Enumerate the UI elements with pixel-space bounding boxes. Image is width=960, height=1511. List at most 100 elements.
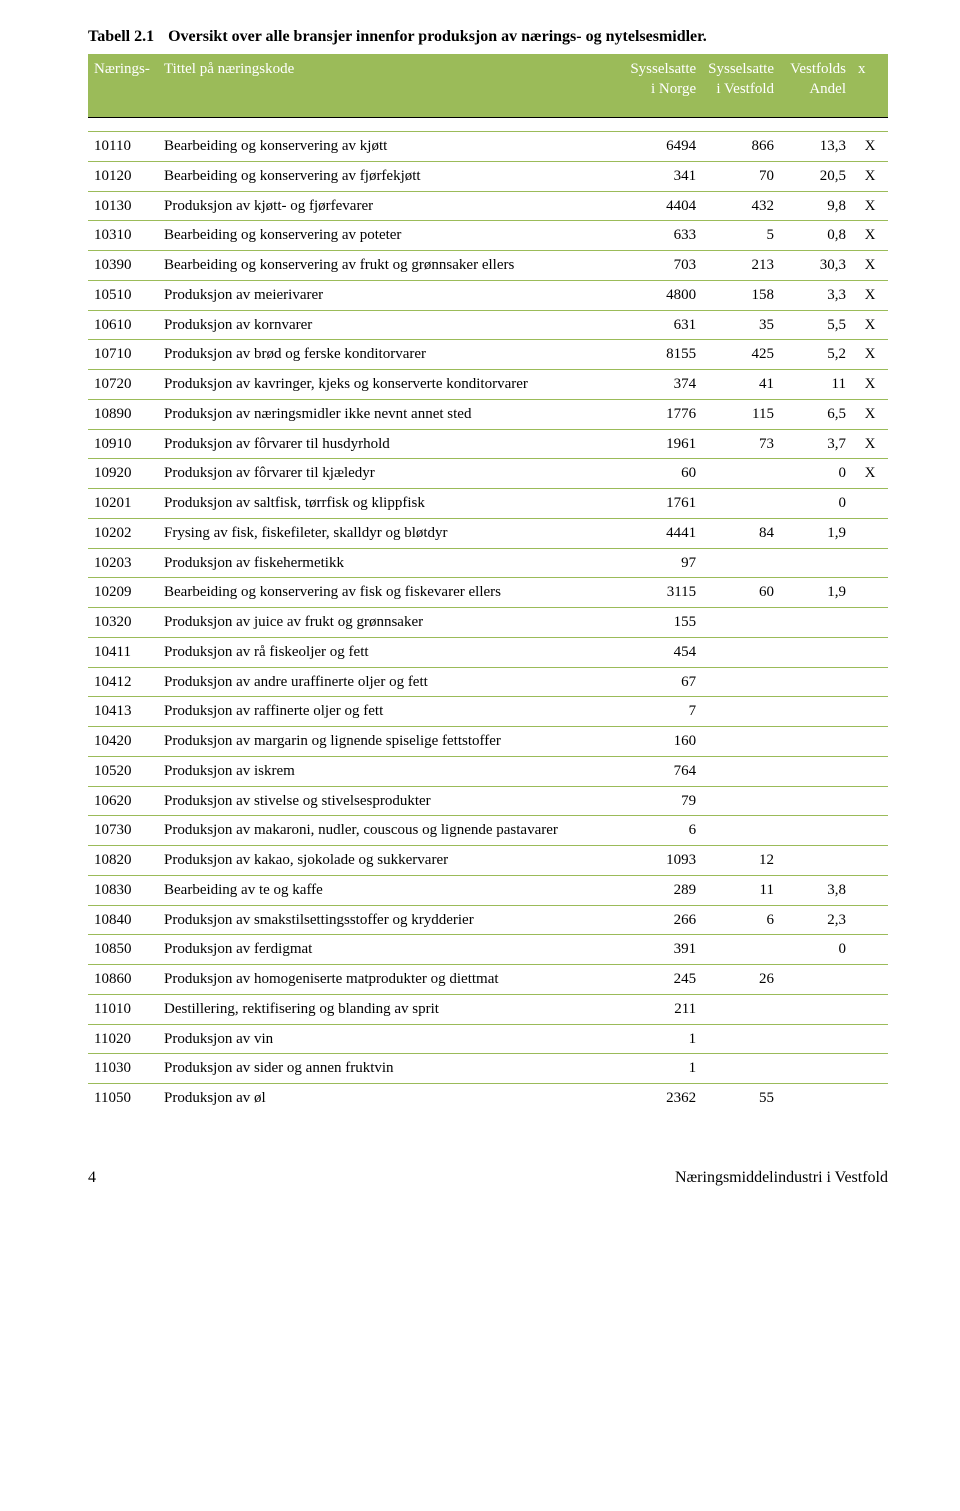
cell-x: [852, 518, 888, 548]
cell-code: 10860: [88, 965, 158, 995]
cell-x: [852, 816, 888, 846]
cell-vf: 11: [702, 875, 780, 905]
cell-andel: 11: [780, 370, 852, 400]
cell-title: Produksjon av øl: [158, 1084, 624, 1113]
cell-andel: 0: [780, 489, 852, 519]
cell-nor: 454: [624, 637, 702, 667]
cell-andel: 0: [780, 459, 852, 489]
cell-x: [852, 548, 888, 578]
cell-nor: 289: [624, 875, 702, 905]
cell-code: 11050: [88, 1084, 158, 1113]
table-row: 10320Produksjon av juice av frukt og grø…: [88, 608, 888, 638]
cell-code: 10201: [88, 489, 158, 519]
cell-x: [852, 1084, 888, 1113]
cell-vf: 432: [702, 191, 780, 221]
cell-vf: 5: [702, 221, 780, 251]
cell-vf: 73: [702, 429, 780, 459]
cell-x: [852, 489, 888, 519]
cell-title: Destillering, rektifisering og blanding …: [158, 994, 624, 1024]
table-caption: Tabell 2.1 Oversikt over alle bransjer i…: [88, 28, 888, 46]
cell-code: 10520: [88, 756, 158, 786]
col-header-vf: Sysselsattei Vestfold: [702, 54, 780, 118]
cell-andel: 30,3: [780, 251, 852, 281]
cell-code: 11030: [88, 1054, 158, 1084]
cell-vf: 12: [702, 846, 780, 876]
cell-x: X: [852, 161, 888, 191]
cell-vf: 158: [702, 280, 780, 310]
cell-nor: 79: [624, 786, 702, 816]
cell-x: [852, 935, 888, 965]
cell-andel: [780, 1084, 852, 1113]
cell-code: 10130: [88, 191, 158, 221]
cell-title: Produksjon av næringsmidler ikke nevnt a…: [158, 399, 624, 429]
col-header-andel: VestfoldsAndel: [780, 54, 852, 118]
cell-x: X: [852, 280, 888, 310]
cell-title: Produksjon av vin: [158, 1024, 624, 1054]
cell-nor: 6: [624, 816, 702, 846]
cell-x: [852, 727, 888, 757]
cell-nor: 4800: [624, 280, 702, 310]
cell-x: [852, 697, 888, 727]
table-header: Nærings-Tittel på næringskode Sysselsatte…: [88, 54, 888, 118]
cell-nor: 1961: [624, 429, 702, 459]
cell-nor: 374: [624, 370, 702, 400]
cell-code: 10110: [88, 132, 158, 162]
cell-code: 10413: [88, 697, 158, 727]
table-caption-title: Oversikt over alle bransjer innenfor pro…: [168, 28, 707, 45]
cell-nor: 211: [624, 994, 702, 1024]
cell-andel: [780, 816, 852, 846]
cell-andel: 20,5: [780, 161, 852, 191]
cell-nor: 155: [624, 608, 702, 638]
cell-x: X: [852, 221, 888, 251]
table-row: 11010Destillering, rektifisering og blan…: [88, 994, 888, 1024]
table-row: 10412Produksjon av andre uraffinerte olj…: [88, 667, 888, 697]
cell-code: 10120: [88, 161, 158, 191]
cell-code: 10412: [88, 667, 158, 697]
table-body: 10110Bearbeiding og konservering av kjøt…: [88, 118, 888, 1113]
cell-vf: [702, 489, 780, 519]
cell-title: Bearbeiding og konservering av poteter: [158, 221, 624, 251]
cell-title: Produksjon av raffinerte oljer og fett: [158, 697, 624, 727]
cell-nor: 4404: [624, 191, 702, 221]
cell-title: Produksjon av andre uraffinerte oljer og…: [158, 667, 624, 697]
cell-code: 10320: [88, 608, 158, 638]
table-row: 10413Produksjon av raffinerte oljer og f…: [88, 697, 888, 727]
cell-andel: 0,8: [780, 221, 852, 251]
cell-nor: 60: [624, 459, 702, 489]
page-number: 4: [88, 1169, 96, 1187]
col-header-code: Nærings-: [88, 54, 158, 118]
table-row: 10840Produksjon av smakstilsettingsstoff…: [88, 905, 888, 935]
table-row: 10920Produksjon av fôrvarer til kjæledyr…: [88, 459, 888, 489]
cell-code: 10420: [88, 727, 158, 757]
table-row: 10520Produksjon av iskrem764: [88, 756, 888, 786]
cell-andel: [780, 667, 852, 697]
cell-andel: [780, 637, 852, 667]
cell-x: X: [852, 370, 888, 400]
table-spacer: [88, 118, 888, 132]
cell-title: Produksjon av juice av frukt og grønnsak…: [158, 608, 624, 638]
cell-x: [852, 965, 888, 995]
cell-andel: 3,7: [780, 429, 852, 459]
cell-vf: [702, 756, 780, 786]
cell-code: 10830: [88, 875, 158, 905]
cell-nor: 631: [624, 310, 702, 340]
table-row: 10411Produksjon av rå fiskeoljer og fett…: [88, 637, 888, 667]
cell-nor: 1776: [624, 399, 702, 429]
cell-andel: [780, 1054, 852, 1084]
cell-vf: 55: [702, 1084, 780, 1113]
cell-vf: [702, 608, 780, 638]
col-header-title: Tittel på næringskode: [158, 54, 624, 118]
cell-andel: 6,5: [780, 399, 852, 429]
cell-x: X: [852, 340, 888, 370]
cell-andel: 5,2: [780, 340, 852, 370]
cell-andel: [780, 786, 852, 816]
cell-code: 10840: [88, 905, 158, 935]
cell-code: 10610: [88, 310, 158, 340]
table-row: 11020Produksjon av vin1: [88, 1024, 888, 1054]
cell-x: X: [852, 310, 888, 340]
cell-vf: 35: [702, 310, 780, 340]
table-row: 10610Produksjon av kornvarer631355,5X: [88, 310, 888, 340]
cell-code: 10202: [88, 518, 158, 548]
cell-code: 11020: [88, 1024, 158, 1054]
table-row: 10910Produksjon av fôrvarer til husdyrho…: [88, 429, 888, 459]
